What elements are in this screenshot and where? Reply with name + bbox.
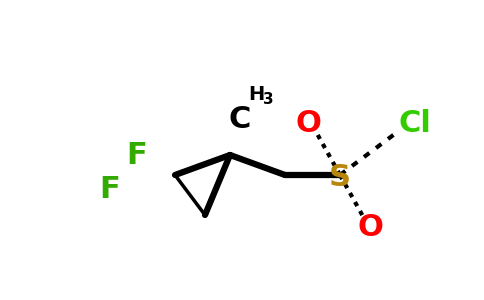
Text: H: H xyxy=(248,85,264,104)
Text: Cl: Cl xyxy=(398,109,431,137)
Text: 3: 3 xyxy=(263,92,273,106)
Text: F: F xyxy=(127,140,147,169)
Text: O: O xyxy=(357,214,383,242)
Text: S: S xyxy=(329,164,351,193)
Text: C: C xyxy=(229,106,251,134)
Text: F: F xyxy=(100,176,121,205)
Text: O: O xyxy=(295,109,321,137)
